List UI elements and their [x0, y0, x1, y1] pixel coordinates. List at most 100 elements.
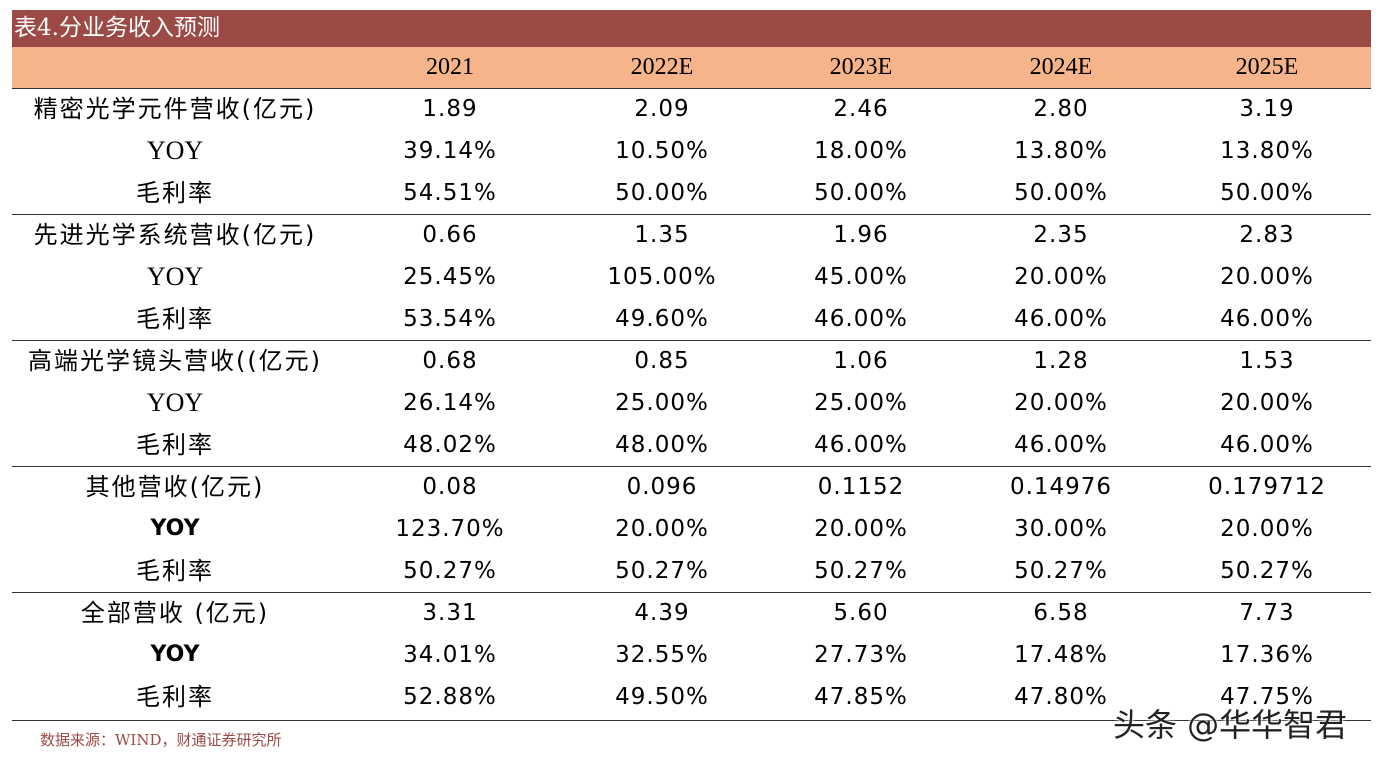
- table-cell: 25.45%: [403, 264, 497, 290]
- table-group: 高端光学镜头营收((亿元) 0.68 0.85 1.06 1.28 1.53 YOY 26.1…: [12, 340, 1371, 466]
- table-cell: 20.00%: [1220, 390, 1314, 416]
- table-cell: 49.60%: [615, 306, 709, 332]
- table-cell: 2.46: [833, 96, 889, 122]
- table-cell: 2.35: [1033, 222, 1089, 248]
- row-label: YOY: [150, 516, 200, 541]
- table-cell: 0.14976: [1009, 474, 1113, 500]
- table-cell: 45.00%: [814, 264, 908, 290]
- table-cell: 20.00%: [615, 516, 709, 542]
- row-label: 精密光学元件营收(亿元): [33, 95, 317, 123]
- table-cell: 30.00%: [1014, 516, 1108, 542]
- header-year-2024e: 2024E: [1029, 54, 1093, 80]
- table-cell: 46.00%: [814, 432, 908, 458]
- group-divider: [12, 214, 1371, 215]
- table-cell: 47.75%: [1220, 684, 1314, 710]
- table-cell: 3.19: [1239, 96, 1295, 122]
- table-cell: 13.80%: [1014, 138, 1108, 164]
- table-cell: 123.70%: [395, 516, 505, 542]
- table-cell: 20.00%: [814, 516, 908, 542]
- table-cell: 50.00%: [814, 180, 908, 206]
- table-row: 毛利率 50.27% 50.27% 50.27% 50.27% 50.27%: [12, 550, 1371, 592]
- table-cell: 105.00%: [607, 264, 717, 290]
- header-year-2021: 2021: [426, 54, 474, 80]
- table-cell: 2.80: [1033, 96, 1089, 122]
- table-cell: 1.89: [422, 96, 478, 122]
- row-label: 毛利率: [136, 305, 214, 333]
- table-cell: 46.00%: [1014, 432, 1108, 458]
- header-year-2023e: 2023E: [829, 54, 893, 80]
- table-cell: 46.00%: [1220, 306, 1314, 332]
- table-row: 毛利率 52.88% 49.50% 47.85% 47.80% 47.75%: [12, 676, 1371, 718]
- table-cell: 46.00%: [1014, 306, 1108, 332]
- table-row: YOY 25.45% 105.00% 45.00% 20.00% 20.00%: [12, 256, 1371, 298]
- table-cell: 53.54%: [403, 306, 497, 332]
- table-cell: 47.85%: [814, 684, 908, 710]
- table-cell: 50.27%: [403, 558, 497, 584]
- table-cell: 6.58: [1033, 600, 1089, 626]
- table-row: YOY 34.01% 32.55% 27.73% 17.48% 17.36%: [12, 634, 1371, 676]
- table-cell: 2.09: [634, 96, 690, 122]
- header-year-2025e: 2025E: [1235, 54, 1299, 80]
- table-cell: 0.096: [626, 474, 698, 500]
- row-label: YOY: [146, 262, 204, 291]
- group-divider: [12, 466, 1371, 467]
- table-cell: 1.53: [1239, 348, 1295, 374]
- table-header-row: 2021 2022E 2023E 2024E 2025E: [12, 47, 1371, 88]
- row-label: 毛利率: [136, 557, 214, 585]
- table-group: 全部营收 (亿元) 3.31 4.39 5.60 6.58 7.73 YOY 34.01% 32…: [12, 592, 1371, 718]
- table-cell: 32.55%: [615, 642, 709, 668]
- group-divider: [12, 592, 1371, 593]
- table-title: 表4.分业务收入预测: [12, 10, 1371, 47]
- table-row: 全部营收 (亿元) 3.31 4.39 5.60 6.58 7.73: [12, 592, 1371, 634]
- row-label: 毛利率: [136, 683, 214, 711]
- table-cell: 3.31: [422, 600, 478, 626]
- table-cell: 0.85: [634, 348, 690, 374]
- watermark: 头条 @华华智君: [1113, 706, 1348, 744]
- table-bottom-border: [12, 720, 1371, 721]
- table-cell: 4.39: [634, 600, 690, 626]
- table-row: 精密光学元件营收(亿元) 1.89 2.09 2.46 2.80 3.19: [12, 88, 1371, 130]
- table-row: YOY 39.14% 10.50% 18.00% 13.80% 13.80%: [12, 130, 1371, 172]
- row-label: 毛利率: [136, 179, 214, 207]
- table-cell: 20.00%: [1220, 516, 1314, 542]
- table-cell: 18.00%: [814, 138, 908, 164]
- table-row: 高端光学镜头营收((亿元) 0.68 0.85 1.06 1.28 1.53: [12, 340, 1371, 382]
- table-cell: 20.00%: [1014, 390, 1108, 416]
- row-label: 全部营收 (亿元): [80, 599, 270, 627]
- table-group: 先进光学系统营收(亿元) 0.66 1.35 1.96 2.35 2.83 YOY 25.45…: [12, 214, 1371, 340]
- table-cell: 0.08: [422, 474, 478, 500]
- source-note: 数据来源：WIND，财通证券研究所: [40, 731, 282, 749]
- row-label: 先进光学系统营收(亿元): [33, 221, 317, 249]
- group-divider: [12, 340, 1371, 341]
- table-cell: 13.80%: [1220, 138, 1314, 164]
- table-cell: 34.01%: [403, 642, 497, 668]
- table-group: 精密光学元件营收(亿元) 1.89 2.09 2.46 2.80 3.19 YOY 39.14…: [12, 88, 1371, 214]
- table-cell: 2.83: [1239, 222, 1295, 248]
- table-cell: 1.06: [833, 348, 889, 374]
- table-row: 毛利率 54.51% 50.00% 50.00% 50.00% 50.00%: [12, 172, 1371, 214]
- table-cell: 0.179712: [1208, 474, 1326, 500]
- table-cell: 50.00%: [1014, 180, 1108, 206]
- table-cell: 27.73%: [814, 642, 908, 668]
- table-row: YOY 26.14% 25.00% 25.00% 20.00% 20.00%: [12, 382, 1371, 424]
- table-row: 毛利率 48.02% 48.00% 46.00% 46.00% 46.00%: [12, 424, 1371, 466]
- table-row: 先进光学系统营收(亿元) 0.66 1.35 1.96 2.35 2.83: [12, 214, 1371, 256]
- table-cell: 17.48%: [1014, 642, 1108, 668]
- table-cell: 50.27%: [814, 558, 908, 584]
- row-label: 毛利率: [136, 431, 214, 459]
- table-cell: 50.27%: [1220, 558, 1314, 584]
- table-cell: 1.28: [1033, 348, 1089, 374]
- table-cell: 50.27%: [615, 558, 709, 584]
- table-cell: 1.96: [833, 222, 889, 248]
- table-cell: 1.35: [634, 222, 690, 248]
- table-cell: 50.00%: [615, 180, 709, 206]
- table-cell: 7.73: [1239, 600, 1295, 626]
- table-row: YOY 123.70% 20.00% 20.00% 30.00% 20.00%: [12, 508, 1371, 550]
- table-cell: 20.00%: [1220, 264, 1314, 290]
- table-cell: 49.50%: [615, 684, 709, 710]
- table-row: 其他营收(亿元) 0.08 0.096 0.1152 0.14976 0.179712: [12, 466, 1371, 508]
- header-year-2022e: 2022E: [630, 54, 694, 80]
- row-label: 其他营收(亿元): [85, 473, 265, 501]
- table-cell: 25.00%: [615, 390, 709, 416]
- table-row: 毛利率 53.54% 49.60% 46.00% 46.00% 46.00%: [12, 298, 1371, 340]
